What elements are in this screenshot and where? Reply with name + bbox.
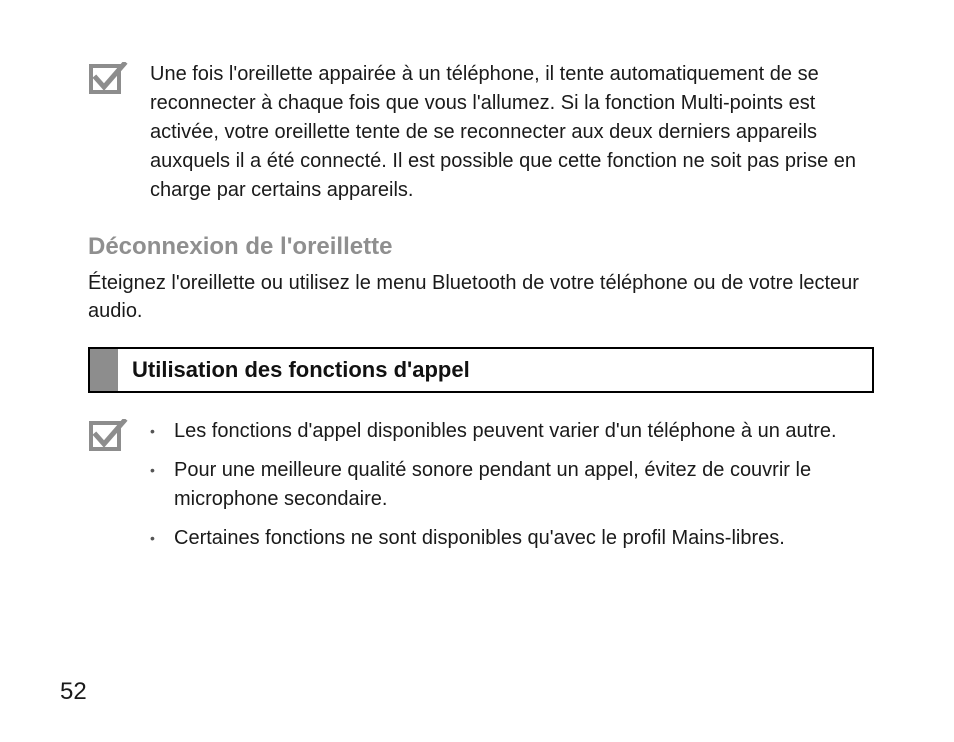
list-item-text: Certaines fonctions ne sont disponibles … <box>174 524 785 553</box>
list-item: • Pour une meilleure qualité sonore pend… <box>150 456 874 514</box>
page-content: Une fois l'oreillette appairée à un télé… <box>88 60 874 591</box>
body-disconnect: Éteignez l'oreillette ou utilisez le men… <box>88 269 874 325</box>
note-2-list: • Les fonctions d'appel disponibles peuv… <box>150 417 874 563</box>
subheading-disconnect: Déconnexion de l'oreillette <box>88 233 874 261</box>
bullet-icon: • <box>150 417 168 445</box>
section-bar-tab <box>90 349 118 391</box>
checkbox-icon <box>88 62 128 96</box>
list-item-text: Les fonctions d'appel disponibles peuven… <box>174 417 837 446</box>
note-block-1: Une fois l'oreillette appairée à un télé… <box>88 60 874 205</box>
list-item-text: Pour une meilleure qualité sonore pendan… <box>174 456 874 514</box>
note-1-text: Une fois l'oreillette appairée à un télé… <box>150 60 874 205</box>
section-bar-title: Utilisation des fonctions d'appel <box>118 349 470 391</box>
note-block-2: • Les fonctions d'appel disponibles peuv… <box>88 417 874 563</box>
section-bar-call-functions: Utilisation des fonctions d'appel <box>88 347 874 393</box>
list-item: • Certaines fonctions ne sont disponible… <box>150 524 874 553</box>
bullet-icon: • <box>150 524 168 552</box>
bullet-icon: • <box>150 456 168 484</box>
page-number: 52 <box>60 678 87 706</box>
list-item: • Les fonctions d'appel disponibles peuv… <box>150 417 874 446</box>
checkbox-icon <box>88 419 128 453</box>
